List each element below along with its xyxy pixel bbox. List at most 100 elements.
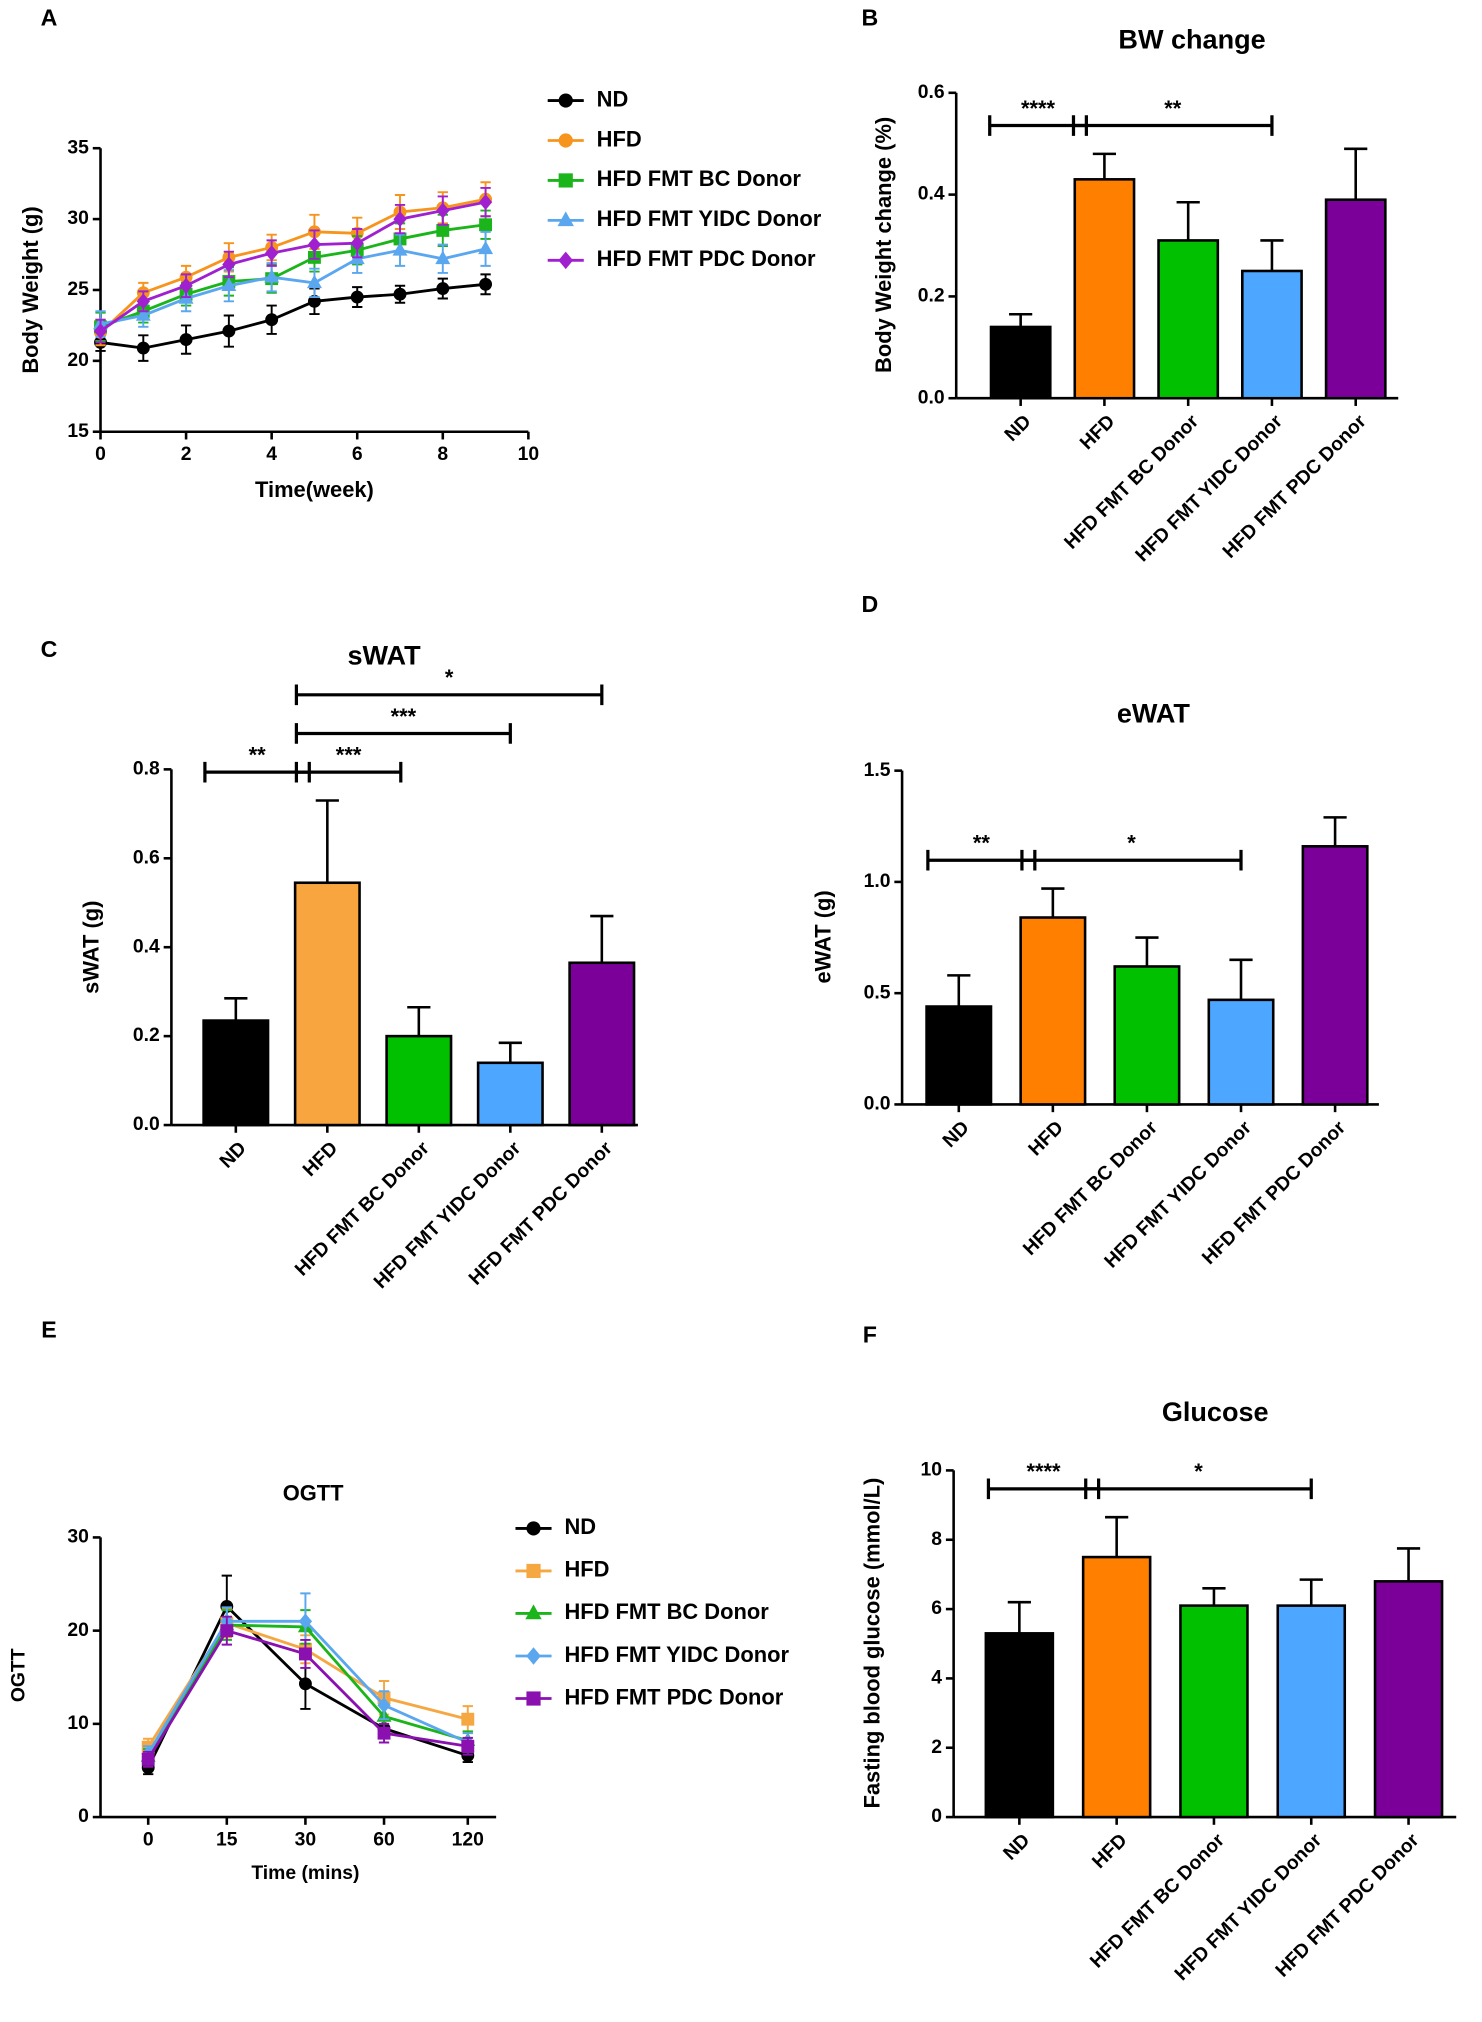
bar — [1207, 998, 1275, 1106]
marker — [479, 218, 493, 232]
series-line — [100, 247, 486, 326]
panel: A Body Weight (g) Time(week) 15 20 25 30 35 0 2 4 6… — [18, 4, 822, 501]
error-bar — [1009, 312, 1033, 327]
bar — [989, 325, 1052, 400]
error-bar — [1344, 147, 1368, 200]
y-tick-label: 4 — [931, 1668, 942, 1689]
error-bar — [407, 1005, 431, 1037]
marker — [141, 1752, 155, 1766]
significance-bracket — [294, 761, 403, 783]
y-tick-label: 6 — [931, 1598, 942, 1619]
y-tick-label: 15 — [67, 421, 89, 442]
marker — [435, 250, 451, 265]
x-tick-label: ND — [216, 1138, 251, 1173]
bar — [202, 1019, 270, 1127]
significance-bracket — [1084, 1478, 1313, 1500]
marker — [220, 1624, 234, 1638]
y-tick-label: 0.6 — [918, 82, 945, 103]
bar — [984, 1632, 1055, 1819]
marker — [265, 313, 279, 327]
marker — [350, 235, 364, 252]
y-axis-label: Body Weight change (%) — [871, 117, 896, 373]
y-tick-label: 0.2 — [918, 286, 945, 307]
marker — [264, 268, 280, 283]
panel-label: A — [41, 4, 58, 30]
y-tick-label: 20 — [67, 350, 88, 371]
significance-label: * — [445, 665, 454, 690]
marker — [179, 333, 193, 347]
x-tick-label: 0 — [95, 444, 106, 465]
marker — [392, 241, 408, 256]
marker — [135, 307, 151, 321]
error-bar — [1105, 1515, 1129, 1558]
error-bar — [1229, 958, 1253, 1000]
marker — [526, 1563, 541, 1579]
series-line — [99, 200, 486, 333]
marker — [526, 1521, 541, 1536]
y-tick-label: 0 — [78, 1806, 89, 1827]
error-bar — [1299, 1578, 1323, 1606]
y-tick-label: 35 — [67, 137, 89, 158]
error-bar — [1135, 936, 1159, 967]
panel-label: C — [41, 636, 58, 662]
marker — [436, 202, 450, 219]
error-bar — [1007, 1600, 1031, 1634]
significance-label: *** — [336, 742, 362, 767]
chart-title: sWAT — [347, 640, 421, 670]
error-bar — [498, 1041, 522, 1063]
panel-label: D — [861, 591, 878, 617]
y-axis-label: Fasting blood glucose (mmol/L) — [860, 1478, 885, 1809]
marker — [558, 173, 573, 188]
significance-label: ** — [973, 831, 991, 856]
legend-label: HFD FMT YIDC Donor — [564, 1642, 789, 1667]
bar — [1241, 269, 1303, 400]
bar — [1113, 965, 1181, 1106]
panel: F Glucose Fasting blood glucose (mmol/L) 0 2… — [860, 1322, 1457, 1985]
marker — [93, 323, 108, 340]
y-tick-label: 8 — [931, 1529, 942, 1550]
y-tick-label: 1.0 — [864, 871, 891, 892]
error-bar — [947, 974, 971, 1007]
significance-label: ** — [1164, 96, 1182, 121]
marker — [265, 245, 279, 262]
bar — [293, 881, 361, 1127]
significance-label: **** — [1021, 96, 1056, 121]
bar — [476, 1061, 544, 1127]
x-tick-label: 2 — [181, 444, 192, 465]
chart-title: eWAT — [1117, 698, 1191, 728]
x-tick-label: HFD — [1025, 1117, 1068, 1160]
significance-label: *** — [391, 704, 417, 729]
bar — [925, 1005, 993, 1106]
y-tick-label: 25 — [67, 279, 89, 300]
y-axis-label: OGTT — [8, 1648, 29, 1702]
x-tick-label: 10 — [518, 444, 540, 465]
y-tick-label: 0.6 — [133, 847, 160, 868]
significance-label: **** — [1026, 1459, 1061, 1484]
marker — [478, 194, 493, 211]
y-axis-label: eWAT (g) — [811, 890, 836, 983]
error-bar — [1396, 1547, 1421, 1582]
marker — [298, 1613, 313, 1630]
bar — [1019, 916, 1087, 1106]
significance-bracket — [1020, 849, 1243, 871]
legend-label: ND — [564, 1514, 596, 1539]
marker — [461, 1739, 475, 1753]
marker — [478, 240, 494, 255]
panel: E OGTT OGTT Time (mins) 0 10 20 30 0 15 30 60 120 ND H… — [8, 1316, 789, 1884]
panel-label: E — [41, 1316, 56, 1342]
marker — [393, 287, 407, 301]
marker — [526, 1647, 541, 1665]
bar — [385, 1034, 453, 1127]
error-bar — [1202, 1586, 1226, 1606]
marker — [179, 277, 193, 294]
error-bar — [1092, 152, 1117, 180]
legend-label: HFD FMT BC Donor — [597, 166, 802, 191]
marker — [136, 293, 150, 310]
y-tick-label: 10 — [921, 1460, 943, 1481]
significance-bracket — [294, 723, 512, 744]
significance-label: * — [1127, 831, 1136, 856]
x-tick-label: HFD — [299, 1138, 342, 1181]
y-tick-label: 0.0 — [133, 1114, 160, 1135]
chart-title: OGTT — [283, 1481, 344, 1506]
bar — [1157, 239, 1220, 400]
